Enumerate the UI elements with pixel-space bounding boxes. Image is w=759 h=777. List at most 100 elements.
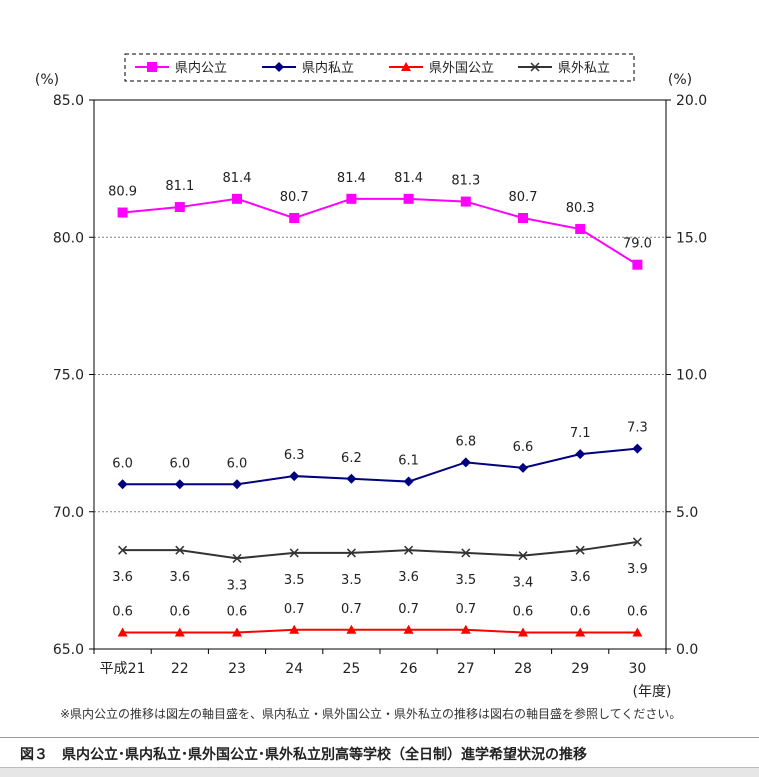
legend-entry: 県外国公立	[389, 61, 494, 76]
data-label: 81.4	[394, 171, 423, 186]
series: 6.0 6.0 6.0 6.3 6.2 6.1 6.8 6.6 7.1 7.3	[112, 421, 648, 490]
data-label: 6.1	[398, 454, 419, 469]
x-marker	[175, 545, 185, 555]
square-marker	[403, 193, 414, 204]
triangle-marker	[174, 627, 185, 637]
x-marker-stroke	[289, 548, 299, 558]
data-label: 3.3	[227, 578, 248, 593]
data-label: 3.6	[398, 570, 419, 585]
series-line	[122, 197, 638, 266]
data-label: 0.6	[513, 605, 534, 620]
grid-lines	[94, 236, 666, 513]
left-axis-unit: (%)	[35, 72, 59, 88]
x-marker	[232, 553, 242, 563]
data-label: 80.7	[280, 190, 309, 205]
data-label: 3.9	[627, 562, 648, 577]
data-label: 6.0	[169, 456, 190, 471]
data-label: 0.6	[627, 605, 648, 620]
triangle-marker	[460, 624, 471, 634]
diamond-marker	[346, 473, 357, 484]
x-marker	[518, 551, 528, 561]
series-line	[122, 540, 638, 560]
data-label: 3.6	[112, 570, 133, 585]
square-marker	[147, 62, 157, 72]
data-label: 0.6	[227, 605, 248, 620]
data-label: 7.1	[570, 426, 591, 441]
legend-label: 県内公立	[175, 60, 227, 76]
data-label: 0.7	[398, 602, 419, 617]
data-label: 0.6	[112, 605, 133, 620]
diamond-marker	[460, 457, 471, 468]
data-label: 81.1	[165, 179, 194, 194]
x-tick-label: 28	[514, 661, 532, 677]
square-marker	[174, 202, 185, 213]
x-marker	[461, 548, 471, 558]
right-tick-label: 10.0	[676, 368, 707, 384]
divider	[0, 737, 759, 738]
x-axis-unit: (年度)	[633, 684, 672, 700]
data-label: 6.3	[284, 448, 305, 463]
legend: 県内公立 県内私立 県外国公立 県外私立	[124, 53, 635, 82]
square-marker	[575, 224, 586, 235]
legend-label: 県外私立	[558, 61, 610, 76]
x-marker-stroke	[575, 545, 585, 555]
data-label: 80.9	[108, 185, 137, 200]
x-marker-stroke	[175, 545, 185, 555]
square-marker	[632, 259, 643, 270]
series: 3.6 3.6 3.3 3.5 3.5 3.6 3.5 3.4 3.6 3.9	[112, 537, 648, 593]
figure-caption: 図３ 県内公立･県内私立･県外国公立･県外私立別高等学校（全日制）進学希望状況の…	[20, 747, 587, 763]
x-marker-stroke	[632, 537, 642, 547]
data-label: 3.4	[513, 576, 534, 591]
diamond-marker	[632, 443, 643, 454]
x-tick-label: 25	[342, 661, 360, 677]
triangle-marker	[289, 624, 300, 634]
triangle-marker	[518, 627, 528, 637]
x-marker-stroke	[530, 62, 540, 72]
x-marker-stroke	[404, 545, 414, 555]
data-label: 80.7	[509, 190, 538, 205]
square-marker	[232, 193, 242, 204]
data-label: 3.6	[169, 570, 190, 585]
series-line	[122, 628, 638, 634]
triangle-marker	[575, 627, 586, 637]
right-tick-label: 20.0	[676, 93, 707, 109]
x-tick-label: 30	[628, 661, 646, 677]
data-label: 79.0	[623, 237, 652, 252]
data-label: 6.2	[341, 451, 362, 466]
left-tick-label: 70.0	[53, 505, 84, 521]
x-marker-stroke	[346, 548, 356, 558]
data-label: 0.7	[284, 602, 305, 617]
x-tick-label: 22	[171, 661, 189, 677]
data-label: 3.5	[284, 573, 305, 588]
legend-label: 県外国公立	[429, 61, 494, 76]
data-label: 6.6	[513, 440, 534, 455]
square-marker	[460, 196, 471, 207]
x-marker	[632, 537, 642, 547]
x-tick-label: 26	[400, 661, 418, 677]
diamond-marker	[232, 479, 242, 490]
diamond-marker	[174, 479, 185, 490]
diamond-marker	[274, 62, 284, 72]
x-marker	[118, 545, 128, 555]
triangle-marker	[346, 624, 357, 634]
legend-entry: 県内私立	[262, 60, 354, 76]
x-tick-label: 23	[228, 661, 246, 677]
diamond-marker	[117, 479, 128, 490]
diamond-marker	[518, 462, 528, 473]
right-tick-label: 0.0	[676, 642, 698, 658]
x-tick-label: 平成21	[100, 661, 146, 677]
data-label: 6.0	[112, 456, 133, 471]
x-marker	[575, 545, 585, 555]
data-label: 0.6	[169, 605, 190, 620]
x-tick-label: 24	[285, 661, 303, 677]
bottom-strip	[0, 767, 759, 777]
data-label: 6.0	[227, 456, 248, 471]
data-label: 6.8	[455, 434, 476, 449]
right-axis-unit: (%)	[668, 72, 692, 88]
square-marker	[518, 213, 528, 224]
triangle-marker	[401, 62, 411, 71]
data-label: 0.7	[455, 602, 476, 617]
x-marker-stroke	[461, 548, 471, 558]
triangle-marker	[117, 627, 128, 637]
